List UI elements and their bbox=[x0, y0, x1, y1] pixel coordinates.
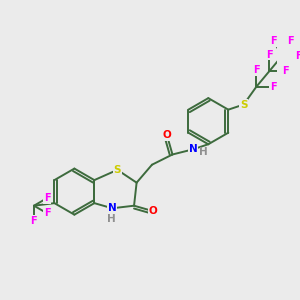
Text: O: O bbox=[149, 206, 158, 216]
Text: F: F bbox=[253, 65, 260, 75]
Text: S: S bbox=[114, 165, 121, 175]
Text: N: N bbox=[189, 144, 197, 154]
Text: O: O bbox=[163, 130, 172, 140]
Text: F: F bbox=[296, 51, 300, 61]
Text: F: F bbox=[283, 66, 289, 76]
Text: H: H bbox=[199, 147, 208, 157]
Text: H: H bbox=[106, 214, 116, 224]
Text: F: F bbox=[287, 37, 294, 46]
Text: N: N bbox=[108, 203, 117, 213]
Text: F: F bbox=[44, 208, 51, 218]
Text: F: F bbox=[31, 216, 37, 226]
Text: F: F bbox=[270, 37, 277, 46]
Text: S: S bbox=[240, 100, 247, 110]
Text: F: F bbox=[44, 193, 51, 203]
Text: F: F bbox=[270, 82, 276, 92]
Text: F: F bbox=[266, 50, 273, 60]
